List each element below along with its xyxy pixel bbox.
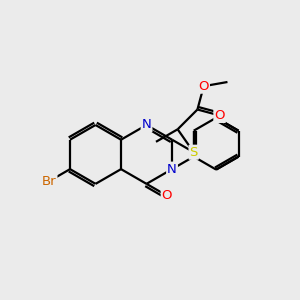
Text: O: O: [198, 80, 209, 93]
Text: O: O: [162, 189, 172, 202]
Text: N: N: [142, 118, 152, 131]
Text: N: N: [167, 163, 177, 176]
Text: Br: Br: [42, 175, 56, 188]
Text: O: O: [214, 109, 225, 122]
Text: S: S: [190, 146, 198, 159]
